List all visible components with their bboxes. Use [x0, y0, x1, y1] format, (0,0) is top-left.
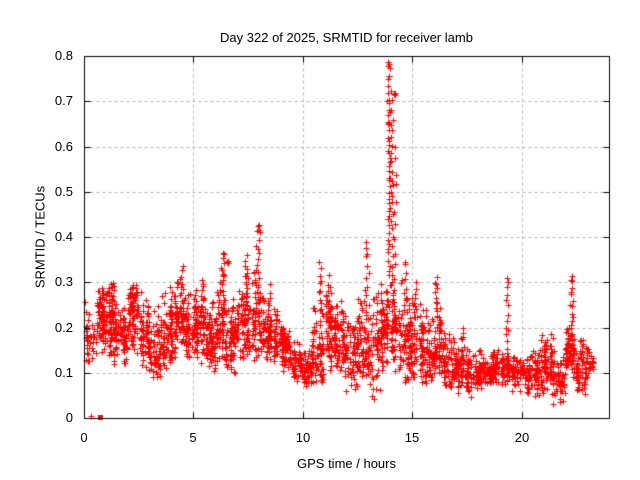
- x-tick-label: 20: [514, 430, 530, 445]
- chart-title: Day 322 of 2025, SRMTID for receiver lam…: [220, 30, 473, 45]
- y-tick-label: 0.4: [54, 229, 73, 244]
- y-tick-label: 0.5: [54, 184, 73, 199]
- x-tick-label: 15: [404, 430, 420, 445]
- y-tick-label: 0: [65, 410, 73, 425]
- y-tick-label: 0.8: [54, 48, 73, 63]
- y-tick-label: 0.7: [54, 93, 73, 108]
- x-tick-label: 0: [80, 430, 88, 445]
- y-tick-label: 0.6: [54, 139, 73, 154]
- x-axis-label: GPS time / hours: [297, 456, 396, 471]
- x-tick-label: 5: [189, 430, 197, 445]
- y-tick-label: 0.3: [54, 274, 73, 289]
- y-tick-label: 0.1: [54, 365, 73, 380]
- y-tick-label: 0.2: [54, 320, 73, 335]
- x-tick-label: 10: [295, 430, 311, 445]
